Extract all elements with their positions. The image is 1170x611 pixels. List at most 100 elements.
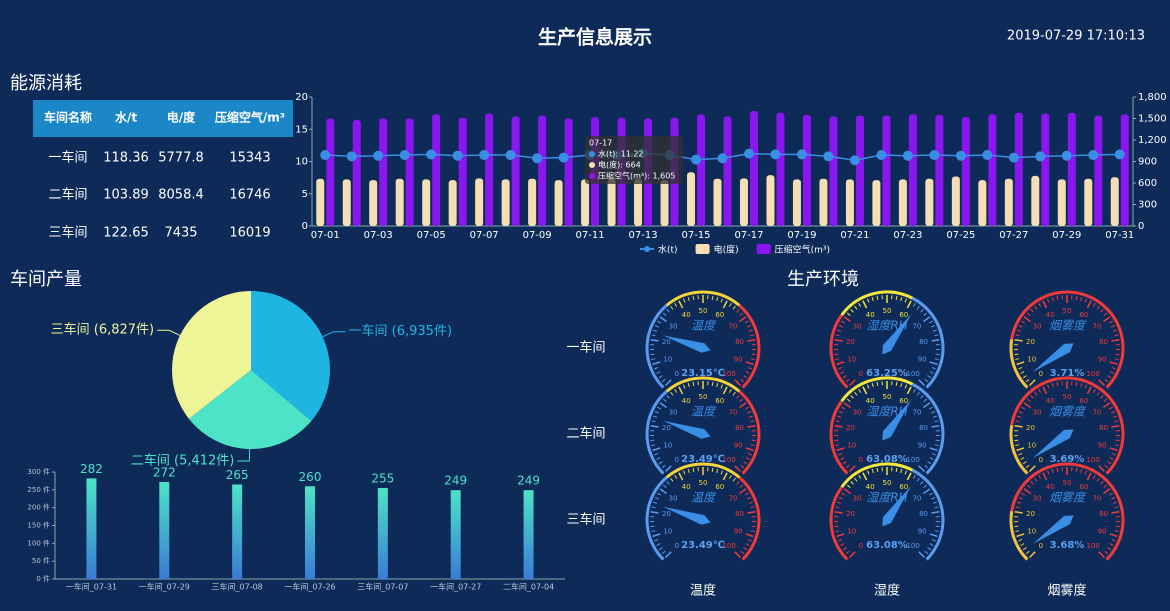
gauge-minor-tick [836, 329, 842, 332]
gauge-minor-tick [1100, 309, 1104, 313]
gauge-minor-tick [1107, 547, 1112, 551]
gauge-value: 3.68% [1050, 540, 1085, 551]
gauge-minor-tick [932, 329, 938, 332]
point [1008, 152, 1019, 163]
gauge-tick [1111, 510, 1120, 514]
gauge-minor-tick [750, 334, 755, 337]
pie-label: 三车间 (6,827件) [51, 322, 155, 338]
gauge-minor-tick [1047, 384, 1050, 389]
gauge-tick [922, 402, 931, 409]
gauge-minor-tick [916, 477, 920, 482]
value-label: 282 [80, 462, 103, 476]
table-cell: 103.89 [103, 188, 149, 203]
gauge-minor-tick [1020, 371, 1025, 374]
gauge-minor-tick [743, 547, 748, 551]
point [1061, 150, 1072, 161]
gauge-minor-tick [744, 406, 749, 410]
table-cell: 16019 [229, 226, 270, 241]
gauge-minor-tick [1104, 464, 1109, 469]
value-label: 249 [444, 474, 467, 488]
gauge-minor-tick [895, 295, 898, 300]
bar [819, 178, 828, 226]
gauge-minor-tick [1034, 477, 1038, 482]
gauge-tick-label: 80 [735, 424, 744, 432]
x-tick-label: 07-11 [576, 230, 605, 241]
gauge-minor-tick [867, 384, 870, 389]
gauge-minor-tick [1114, 506, 1119, 509]
gauge-band [911, 296, 945, 389]
gauge-tick-label: 90 [1098, 441, 1107, 449]
bar [908, 114, 917, 226]
gauge-minor-tick [747, 367, 752, 370]
gauge-tick [1098, 379, 1106, 387]
bar [458, 117, 467, 226]
gauge-tick [1028, 379, 1036, 387]
gauge-minor-tick [1104, 550, 1109, 555]
gauge-minor-tick [1026, 484, 1031, 488]
gauge-tick [1016, 447, 1025, 452]
gauge-minor-tick [747, 539, 752, 542]
gauge-minor-tick [670, 477, 674, 482]
gauge-minor-tick [931, 453, 936, 456]
gauge-tick-label: 10 [847, 355, 856, 363]
tooltip-item: 压缩空气(m³): 1,605 [598, 171, 675, 181]
gauge-minor-tick [666, 309, 670, 313]
gauge-minor-tick [854, 391, 858, 396]
gauge-minor-tick [1026, 398, 1031, 402]
gauge-minor-tick [711, 381, 714, 386]
gauge-minor-tick [751, 353, 756, 356]
gauge-tick [659, 488, 668, 495]
gauge-minor-tick [916, 391, 920, 396]
gauge-tick-label: 50 [1063, 393, 1072, 401]
gauge-tick [1109, 361, 1118, 366]
gauge-tick [664, 551, 672, 559]
gauge-inner-label: 湿度RH [866, 319, 907, 333]
gauge-tick [1028, 465, 1036, 473]
gauge-minor-tick [1104, 378, 1109, 383]
gauge-minor-tick [838, 324, 843, 328]
gauge-minor-tick [656, 457, 661, 460]
gauge-minor-tick [867, 470, 870, 475]
gauge-minor-tick [927, 547, 932, 551]
gauge-minor-tick [841, 406, 846, 410]
gauge-tick [1111, 338, 1120, 342]
section-title: 生产环境 [787, 269, 859, 290]
gauge-minor-tick [736, 395, 740, 399]
gauge-tick-label: 40 [1046, 483, 1055, 491]
bar [925, 178, 934, 226]
point [902, 150, 913, 161]
bar [581, 179, 590, 226]
tooltip [585, 136, 683, 184]
gauge-tick [1102, 316, 1111, 323]
gauge-minor-tick [716, 296, 719, 302]
gauge-tick-label: 0 [1039, 542, 1043, 550]
y2-tick-label: 600 [1138, 178, 1157, 189]
gauge-value: 23.49℃ [681, 454, 725, 465]
gauge-minor-tick [1047, 470, 1050, 475]
gauge-tick-label: 60 [899, 311, 908, 319]
bar [232, 484, 243, 579]
page-title: 生产信息展示 [538, 26, 652, 49]
gauge-tick [836, 361, 845, 366]
gauge-tick [918, 551, 926, 559]
gauge-minor-tick [745, 457, 750, 460]
bar [1110, 177, 1119, 226]
gauge-minor-tick [1111, 367, 1116, 370]
gauge-tick-label: 0 [675, 456, 679, 464]
gauge-minor-tick [1108, 492, 1113, 496]
gauge-minor-tick [1080, 382, 1083, 388]
gauge-minor-tick [1022, 375, 1027, 379]
gauge-minor-tick [835, 420, 840, 423]
gauge-band [1010, 290, 1125, 389]
value-label: 249 [517, 474, 540, 488]
gauge-minor-tick [1022, 547, 1027, 551]
gauge-minor-tick [656, 543, 661, 546]
gauge-tick-label: 90 [734, 441, 743, 449]
gauge-tick-label: 20 [1026, 424, 1035, 432]
gauge-tick-label: 70 [1092, 408, 1101, 416]
gauge-band [738, 476, 761, 561]
gauge-band [911, 382, 945, 475]
gauge-minor-tick [924, 550, 929, 555]
gauge-minor-tick [654, 539, 659, 542]
gauge-tick [650, 510, 659, 514]
